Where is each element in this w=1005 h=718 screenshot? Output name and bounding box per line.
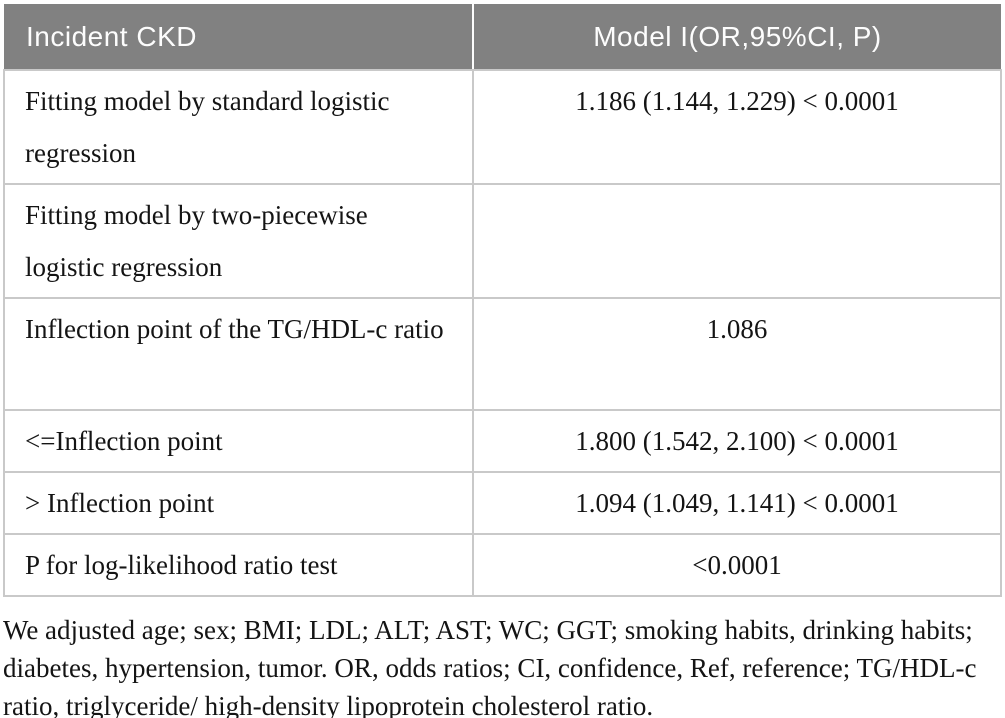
header-cell-model-or-ci-p: Model I(OR,95%CI, P)	[473, 4, 1001, 71]
table-row: Fitting model by two-piecewise logistic …	[3, 183, 1002, 299]
incident-ckd-results-table: Incident CKD Model I(OR,95%CI, P) Fittin…	[3, 4, 1002, 597]
row-value-standard-logistic: 1.186 (1.144, 1.229) < 0.0001	[472, 69, 1002, 185]
table-row: P for log-likelihood ratio test <0.0001	[3, 533, 1002, 597]
table-row: Fitting model by standard logistic regre…	[3, 69, 1002, 185]
row-label-standard-logistic: Fitting model by standard logistic regre…	[3, 69, 474, 185]
row-value-two-piecewise	[472, 183, 1002, 299]
table-row: > Inflection point 1.094 (1.049, 1.141) …	[3, 471, 1002, 535]
row-label-inflection-point: Inflection point of the TG/HDL-c ratio	[3, 297, 474, 411]
row-label-le-inflection: <=Inflection point	[3, 409, 474, 473]
row-value-log-likelihood: <0.0001	[472, 533, 1002, 597]
table-row: <=Inflection point 1.800 (1.542, 2.100) …	[3, 409, 1002, 473]
row-label-two-piecewise: Fitting model by two-piecewise logistic …	[3, 183, 474, 299]
header-cell-incident-ckd: Incident CKD	[4, 4, 474, 71]
row-value-le-inflection: 1.800 (1.542, 2.100) < 0.0001	[472, 409, 1002, 473]
table-row: Inflection point of the TG/HDL-c ratio 1…	[3, 297, 1002, 411]
row-value-gt-inflection: 1.094 (1.049, 1.141) < 0.0001	[472, 471, 1002, 535]
row-label-log-likelihood: P for log-likelihood ratio test	[3, 533, 474, 597]
table-footnote: We adjusted age; sex; BMI; LDL; ALT; AST…	[3, 615, 977, 718]
row-label-gt-inflection: > Inflection point	[3, 471, 474, 535]
row-value-inflection-point: 1.086	[472, 297, 1002, 411]
table-header-row: Incident CKD Model I(OR,95%CI, P)	[4, 4, 1001, 71]
